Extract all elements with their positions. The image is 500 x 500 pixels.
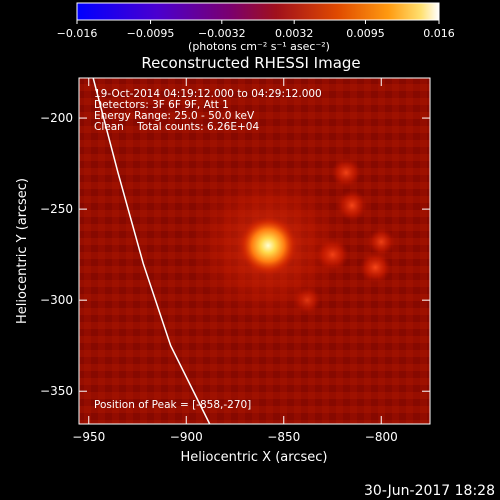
y-tick-label: −250 [40, 202, 73, 216]
secondary-sources [188, 157, 396, 326]
secondary-source [367, 227, 396, 257]
solar-limb [92, 78, 211, 424]
info-block: 19-Oct-2014 04:19:12.000 to 04:29:12.000… [94, 88, 322, 133]
info-line-detectors: Detectors: 3F 6F 9F, Att 1 [94, 99, 229, 111]
secondary-source [336, 189, 368, 222]
x-axis-ticks: −950 −900 −850 −800 [72, 78, 398, 444]
colorbar-tick-label: 0.0095 [346, 27, 385, 40]
y-tick-label: −300 [40, 293, 73, 307]
colorbar-tick-label: 0.016 [423, 27, 455, 40]
colorbar-strip [76, 2, 440, 21]
secondary-source [331, 157, 362, 188]
y-tick-label: −200 [40, 111, 73, 125]
secondary-source [359, 251, 392, 284]
x-tick-label: −900 [170, 430, 203, 444]
plot-title: Reconstructed RHESSI Image [141, 54, 360, 72]
colorbar: −0.016 −0.0095 −0.0032 0.0032 0.0095 0.016 (p… [57, 2, 455, 53]
x-tick-label: −800 [365, 430, 398, 444]
y-axis-label: Heliocentric Y (arcsec) [15, 178, 30, 324]
colorbar-tick-label: −0.0095 [127, 27, 175, 40]
x-tick-label: −950 [72, 430, 105, 444]
info-line-clean: Clean Total counts: 6.26E+04 [94, 121, 259, 133]
info-line-energy: Energy Range: 25.0 - 50.0 keV [94, 110, 255, 122]
y-axis-ticks: −200 −250 −300 −350 [40, 111, 430, 398]
plot-frame [78, 77, 431, 425]
colorbar-tick-label: 0.0032 [275, 27, 314, 40]
colorbar-tick-label: −0.0032 [198, 27, 246, 40]
peak-position-label: Position of Peak = [-858,-270] [94, 399, 251, 411]
x-axis-label: Heliocentric X (arcsec) [181, 450, 328, 465]
x-tick-label: −850 [267, 430, 300, 444]
colorbar-tick-label: −0.016 [57, 27, 98, 40]
image-panel [79, 78, 430, 424]
y-tick-label: −350 [40, 384, 73, 398]
colorbar-units: (photons cm⁻² s⁻¹ asec⁻²) [188, 40, 330, 53]
peak-source [238, 215, 299, 276]
footer-date: 30-Jun-2017 18:28 [364, 483, 495, 499]
info-line-time: 19-Oct-2014 04:19:12.000 to 04:29:12.000 [94, 88, 322, 100]
colorbar-ticks: −0.016 −0.0095 −0.0032 0.0032 0.0095 0.016 [57, 20, 455, 40]
